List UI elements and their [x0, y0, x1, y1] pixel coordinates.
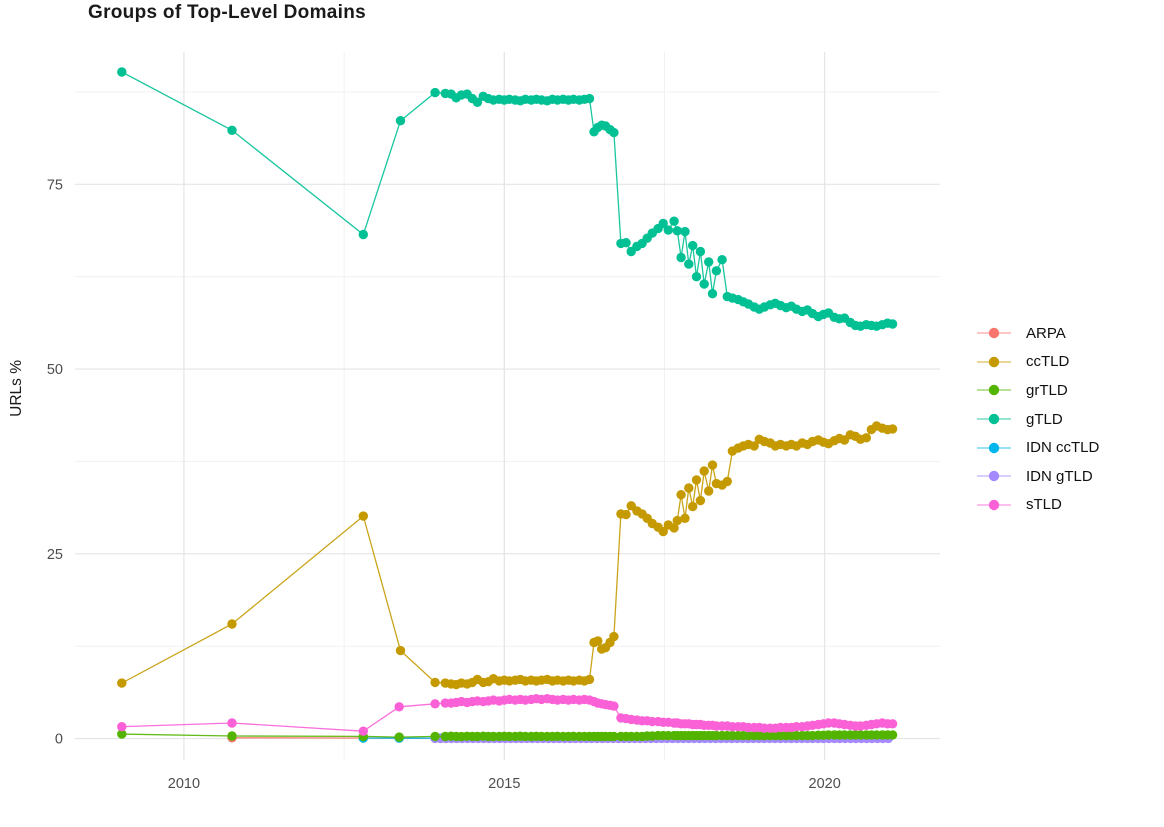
legend-item-stld: sTLD — [976, 491, 1099, 520]
legend-key-icon — [977, 471, 1011, 482]
series-points-stld — [117, 694, 898, 736]
legend-key-icon — [977, 385, 1011, 396]
legend-label: ARPA — [1026, 324, 1066, 342]
legend-label: IDN ccTLD — [1026, 439, 1100, 457]
x-tick-label: 2015 — [488, 776, 520, 792]
legend-item-arpa: ARPA — [976, 319, 1099, 348]
series-line-gtld — [121, 71, 893, 327]
y-tick-label: 50 — [47, 362, 63, 378]
legend-item-idn-cctld: IDN ccTLD — [976, 433, 1099, 462]
legend: ARPA ccTLD grTLD gTLD IDN ccTLD IDN gTLD sTLD — [976, 319, 1099, 519]
legend-label: IDN gTLD — [1026, 467, 1093, 485]
legend-label: gTLD — [1026, 410, 1063, 428]
series-points-cctld — [117, 421, 898, 690]
legend-item-cctld: ccTLD — [976, 348, 1099, 377]
legend-key-icon — [977, 442, 1011, 453]
y-tick-label: 75 — [47, 177, 63, 193]
chart-title: Groups of Top-Level Domains — [88, 2, 366, 23]
legend-key-icon — [977, 356, 1011, 368]
x-tick-label: 2020 — [809, 776, 841, 792]
series-points-grtld — [117, 729, 898, 742]
y-tick-label: 0 — [55, 732, 63, 748]
x-tick-label: 2010 — [168, 776, 200, 792]
legend-label: ccTLD — [1026, 353, 1070, 371]
legend-item-grtld: grTLD — [976, 376, 1099, 405]
legend-key-icon — [977, 413, 1011, 425]
legend-item-gtld: gTLD — [976, 405, 1099, 434]
legend-key-icon — [977, 328, 1011, 339]
legend-item-idn-gtld: IDN gTLD — [976, 462, 1099, 491]
legend-key-icon — [977, 499, 1011, 511]
legend-label: grTLD — [1026, 381, 1068, 399]
y-tick-label: 25 — [47, 547, 63, 563]
legend-label: sTLD — [1026, 496, 1062, 514]
series-points-gtld — [117, 67, 898, 331]
